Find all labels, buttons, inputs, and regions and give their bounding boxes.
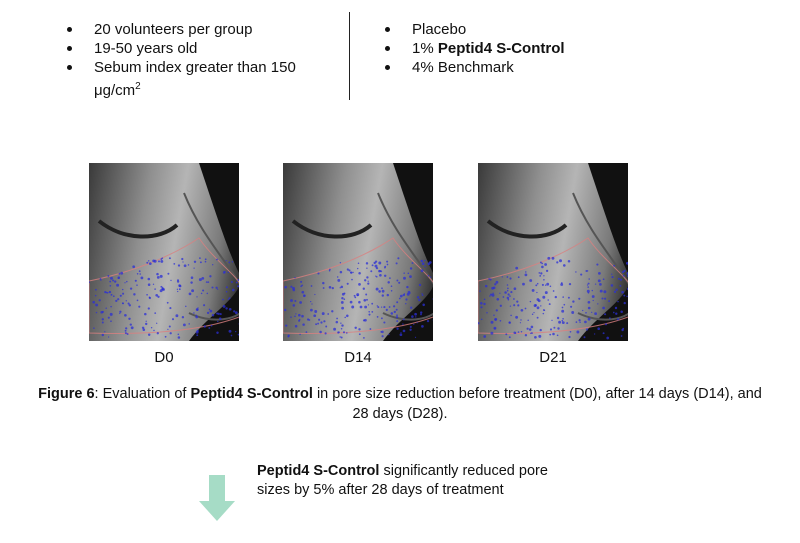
result-statement: Peptid4 S-Control significantly reduced … <box>257 462 577 500</box>
group-item: Placebo <box>382 20 642 39</box>
down-arrow-icon <box>199 475 235 521</box>
criteria-item: 19-50 years old <box>64 39 334 58</box>
image-label: D14 <box>344 349 372 366</box>
figure-number: Figure 6 <box>38 386 95 402</box>
result-text: significantly reduced pore sizes by 5% a… <box>257 463 548 498</box>
image-label: D0 <box>154 349 174 366</box>
group-product-name: Peptid4 S-Control <box>437 40 565 57</box>
criteria-text: Sebum index greater than 150 μg/cm <box>94 59 296 99</box>
criteria-item: 20 volunteers per group <box>64 20 334 39</box>
face-photo-d0 <box>89 163 239 341</box>
study-groups-list: Placebo 1% Peptid4 S-Control 4% Benchmar… <box>382 20 642 77</box>
group-item: 1% Peptid4 S-Control <box>382 39 642 58</box>
inclusion-criteria-list: 20 volunteers per group 19-50 years old … <box>64 20 334 100</box>
group-prefix: 1% <box>412 40 438 57</box>
figure-caption: Figure 6: Evaluation of Peptid4 S-Contro… <box>30 384 770 424</box>
result-product: Peptid4 S-Control <box>257 463 380 479</box>
superscript: 2 <box>135 81 141 92</box>
image-label: D21 <box>539 349 567 366</box>
divider <box>349 12 350 100</box>
caption-text: in pore size reduction before treatment … <box>312 386 762 422</box>
face-photo-d14 <box>283 163 433 341</box>
caption-text: : Evaluation of <box>94 386 191 402</box>
caption-product: Peptid4 S-Control <box>190 386 313 402</box>
group-item: 4% Benchmark <box>382 58 642 77</box>
face-photo-d21 <box>478 163 628 341</box>
criteria-item: Sebum index greater than 150 μg/cm2 <box>64 58 334 100</box>
